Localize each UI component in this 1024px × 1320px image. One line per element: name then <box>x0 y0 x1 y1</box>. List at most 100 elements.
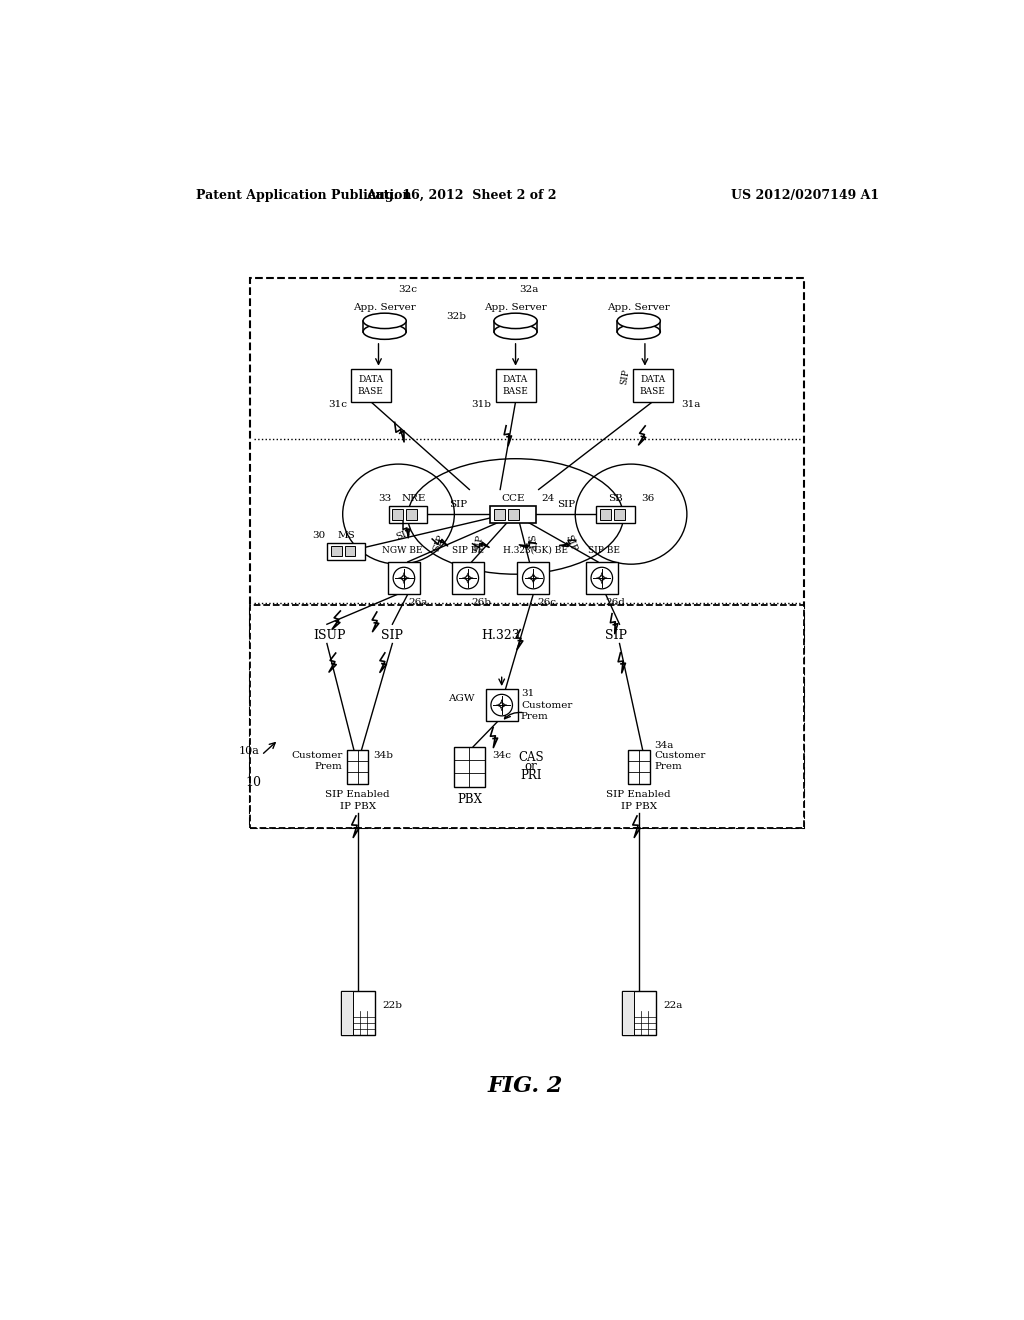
Text: SIP: SIP <box>620 368 631 385</box>
Text: 26a: 26a <box>409 598 427 607</box>
Polygon shape <box>617 321 660 331</box>
Text: 34c: 34c <box>493 751 511 759</box>
Text: AGW: AGW <box>449 694 475 704</box>
Bar <box>388 506 427 523</box>
Text: IP PBX: IP PBX <box>340 803 376 812</box>
Text: SIP Enabled: SIP Enabled <box>606 789 671 799</box>
Ellipse shape <box>591 568 612 589</box>
Bar <box>392 508 403 520</box>
Text: 32c: 32c <box>398 285 418 294</box>
Ellipse shape <box>494 323 538 339</box>
Bar <box>250 277 804 829</box>
Bar <box>345 545 355 557</box>
Ellipse shape <box>617 323 660 339</box>
Bar <box>454 747 484 787</box>
Bar <box>596 506 635 523</box>
Text: Prem: Prem <box>521 713 549 721</box>
Text: App. Server: App. Server <box>607 302 670 312</box>
Bar <box>622 991 634 1035</box>
Bar <box>490 506 537 523</box>
Ellipse shape <box>364 323 407 339</box>
Text: CAS: CAS <box>518 751 544 764</box>
Text: 26d: 26d <box>606 598 626 607</box>
Text: 33: 33 <box>378 494 391 503</box>
Text: Prem: Prem <box>654 762 682 771</box>
Bar <box>614 508 625 520</box>
Text: FIG. 2: FIG. 2 <box>487 1076 562 1097</box>
Ellipse shape <box>457 568 478 589</box>
Text: Prem: Prem <box>314 762 342 771</box>
Text: 32b: 32b <box>446 312 466 321</box>
Bar <box>622 991 655 1035</box>
Text: H.323(GK) BE: H.323(GK) BE <box>503 546 568 554</box>
Bar <box>341 991 375 1035</box>
Text: SIP: SIP <box>604 630 627 643</box>
Text: SIP Enabled: SIP Enabled <box>326 789 390 799</box>
Bar <box>586 562 617 594</box>
Ellipse shape <box>617 313 660 329</box>
Bar <box>496 370 536 401</box>
Text: 24: 24 <box>542 494 555 503</box>
Text: PRI: PRI <box>520 770 542 783</box>
Text: H.323: H.323 <box>481 630 519 643</box>
Ellipse shape <box>490 694 512 715</box>
Text: BASE: BASE <box>503 387 528 396</box>
Polygon shape <box>494 321 538 331</box>
Bar <box>452 562 484 594</box>
Bar <box>331 545 342 557</box>
Polygon shape <box>364 321 407 331</box>
Text: CCE: CCE <box>502 494 525 503</box>
Text: Aug. 16, 2012  Sheet 2 of 2: Aug. 16, 2012 Sheet 2 of 2 <box>367 189 557 202</box>
Text: Customer: Customer <box>291 751 342 760</box>
Bar <box>628 750 649 784</box>
Text: Customer: Customer <box>521 701 572 710</box>
Bar <box>494 508 505 520</box>
Text: 34b: 34b <box>373 751 393 760</box>
Text: NGW BE: NGW BE <box>382 546 423 554</box>
Bar <box>327 543 366 560</box>
Text: SIP: SIP <box>473 535 484 553</box>
Text: BASE: BASE <box>640 387 666 396</box>
Text: IP PBX: IP PBX <box>621 803 656 812</box>
Bar <box>633 370 673 401</box>
Text: SIP BE: SIP BE <box>588 546 621 554</box>
Text: or: or <box>524 760 538 774</box>
Text: SIP: SIP <box>450 500 468 510</box>
Text: 31c: 31c <box>329 400 348 409</box>
Text: DATA: DATA <box>640 375 666 384</box>
Text: SIP: SIP <box>557 500 575 510</box>
Text: App. Server: App. Server <box>484 302 547 312</box>
Text: 30: 30 <box>312 531 326 540</box>
Bar <box>485 689 518 721</box>
Bar <box>508 508 518 520</box>
Text: SIP: SIP <box>563 533 579 553</box>
Text: US 2012/0207149 A1: US 2012/0207149 A1 <box>731 189 880 202</box>
Text: Customer: Customer <box>654 751 706 760</box>
Text: NRE: NRE <box>401 494 426 503</box>
Text: SIP: SIP <box>394 527 414 541</box>
Text: 22b: 22b <box>382 1001 402 1010</box>
Text: 10a: 10a <box>239 746 259 756</box>
Text: BASE: BASE <box>357 387 384 396</box>
Text: DATA: DATA <box>358 375 383 384</box>
Text: 31b: 31b <box>471 400 490 409</box>
Bar <box>250 605 804 829</box>
Text: SIP BE: SIP BE <box>452 546 483 554</box>
Bar <box>600 508 611 520</box>
Text: PBX: PBX <box>457 792 482 805</box>
Text: 22a: 22a <box>664 1001 683 1010</box>
Text: App. Server: App. Server <box>353 302 416 312</box>
Text: 10: 10 <box>246 776 262 788</box>
Text: 31: 31 <box>521 689 535 698</box>
Ellipse shape <box>522 568 544 589</box>
Text: MS: MS <box>337 531 355 540</box>
Text: SIP: SIP <box>431 533 445 553</box>
Bar <box>351 370 391 401</box>
Text: 31a: 31a <box>681 400 700 409</box>
Ellipse shape <box>364 313 407 329</box>
Text: 26c: 26c <box>538 598 557 607</box>
Text: 32a: 32a <box>519 285 539 294</box>
Text: SIP: SIP <box>523 535 536 553</box>
Ellipse shape <box>494 313 538 329</box>
Text: Patent Application Publication: Patent Application Publication <box>196 189 412 202</box>
